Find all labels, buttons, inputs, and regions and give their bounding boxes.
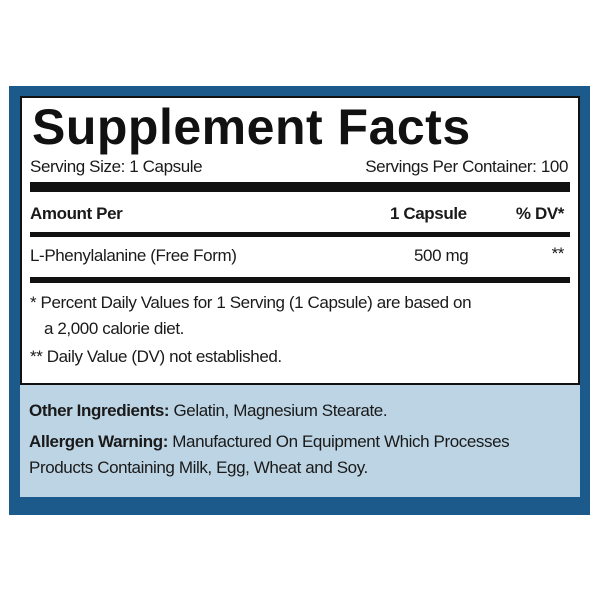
footnote: * Percent Daily Values for 1 Serving (1 … — [30, 293, 472, 312]
ingredient-name: L-Phenylalanine (Free Form) — [30, 246, 237, 265]
allergen-line1: Manufactured On Equipment Which Processe… — [167, 432, 510, 451]
allergen-label: Allergen Warning: — [29, 432, 168, 451]
footnote: ** Daily Value (DV) not established. — [30, 347, 282, 366]
servings-per-container: Servings Per Container: 100 — [365, 157, 568, 176]
other-ingredients: Other Ingredients: Gelatin, Magnesium St… — [29, 401, 388, 421]
other-ingredients-value: Gelatin, Magnesium Stearate. — [169, 401, 388, 420]
header-amount-per: Amount Per — [30, 204, 123, 223]
header-dv: % DV* — [515, 204, 564, 223]
other-ingredients-label: Other Ingredients: — [29, 401, 170, 420]
supplement-facts-panel: Supplement Facts Serving Size: 1 Capsule… — [20, 96, 580, 385]
allergen-warning: Allergen Warning: Manufactured On Equipm… — [29, 432, 510, 452]
ingredients-panel: Other Ingredients: Gelatin, Magnesium St… — [20, 385, 580, 497]
ingredient-dv: ** — [551, 244, 565, 263]
label-title: Supplement Facts — [32, 99, 471, 155]
divider-bottom — [30, 277, 570, 283]
divider-thick — [30, 182, 570, 192]
serving-size: Serving Size: 1 Capsule — [30, 157, 203, 176]
footnote: a 2,000 calorie diet. — [44, 319, 184, 338]
header-serving: 1 Capsule — [390, 204, 467, 223]
divider-medium — [30, 232, 570, 237]
allergen-line2: Products Containing Milk, Egg, Wheat and… — [29, 458, 368, 477]
ingredient-amount: 500 mg — [414, 246, 469, 265]
